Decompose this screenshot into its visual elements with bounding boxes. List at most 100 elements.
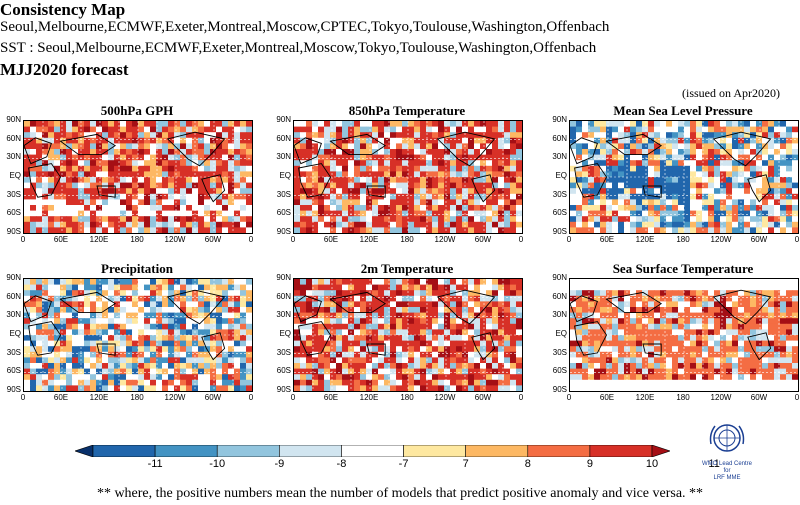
map-cell: [570, 379, 577, 386]
map-cell: [570, 126, 577, 133]
map-cell: [690, 193, 697, 200]
map-cell: [444, 279, 451, 286]
map-cell: [60, 357, 67, 364]
map-cell: [366, 143, 373, 150]
map-cell: [90, 351, 97, 358]
map-cell: [756, 379, 763, 386]
map-cell: [666, 385, 673, 391]
map-cell: [48, 216, 55, 223]
map-cell: [492, 351, 499, 358]
map-cell: [612, 205, 619, 212]
map-cell: [48, 137, 55, 144]
map-cell: [630, 121, 637, 128]
map-cell: [66, 323, 73, 330]
map-cell: [306, 379, 313, 386]
map-cell: [744, 301, 751, 308]
map-cell: [162, 329, 169, 336]
map-cell: [48, 374, 55, 381]
map-cell: [492, 318, 499, 325]
map-cell: [432, 329, 439, 336]
map-cell: [696, 193, 703, 200]
map-cell: [90, 284, 97, 291]
map-cell: [150, 329, 157, 336]
map-cell: [312, 199, 319, 206]
map-cell: [366, 284, 373, 291]
map-cell: [186, 137, 193, 144]
map-cell: [636, 126, 643, 133]
map-cell: [762, 290, 769, 297]
map-cell: [30, 318, 37, 325]
map-cell: [414, 329, 421, 336]
map-cell: [612, 379, 619, 386]
map-cell: [126, 227, 133, 233]
map-cell: [720, 165, 727, 172]
map-cell: [120, 301, 127, 308]
lat-tick-label: EQ: [279, 329, 291, 338]
map-cell: [690, 374, 697, 381]
map-cell: [438, 165, 445, 172]
map-cell: [156, 357, 163, 364]
map-cell: [210, 137, 217, 144]
map-cell: [66, 340, 73, 347]
map-cell: [696, 301, 703, 308]
map-cell: [96, 227, 103, 233]
map-cell: [498, 149, 505, 156]
map-cell: [510, 199, 517, 206]
map-cell: [210, 335, 217, 342]
map-cell: [702, 121, 709, 128]
map-cell: [696, 143, 703, 150]
map-cell: [216, 182, 223, 189]
map-cell: [426, 182, 433, 189]
map-cell: [384, 149, 391, 156]
map-cell: [324, 307, 331, 314]
colorbar-tick-label: 11: [708, 458, 720, 470]
map-cell: [642, 165, 649, 172]
map-cell: [96, 295, 103, 302]
map-cell: [618, 318, 625, 325]
map-cell: [726, 351, 733, 358]
map-cell: [384, 346, 391, 353]
map-cell: [516, 216, 522, 223]
map-cell: [156, 368, 163, 375]
map-cell: [102, 126, 109, 133]
map-cell: [24, 279, 31, 286]
map-cell: [384, 351, 391, 358]
map-cell: [342, 171, 349, 178]
map-cell: [624, 177, 631, 184]
map-cell: [180, 216, 187, 223]
map-cell: [504, 374, 511, 381]
lon-tick-label: 120W: [164, 393, 186, 402]
map-cell: [726, 177, 733, 184]
map-cell: [696, 351, 703, 358]
map-cell: [768, 329, 775, 336]
map-cell: [390, 351, 397, 358]
map-cell: [240, 182, 247, 189]
map-cell: [600, 301, 607, 308]
map-cell: [378, 284, 385, 291]
map-cell: [414, 126, 421, 133]
map-cell: [294, 290, 301, 297]
map-cell: [462, 374, 469, 381]
map-cell: [600, 307, 607, 314]
map-cell: [474, 160, 481, 167]
map-cell: [114, 132, 121, 139]
map-cell: [198, 368, 205, 375]
coastline: [201, 174, 226, 203]
map-cell: [72, 346, 79, 353]
map-cell: [486, 132, 493, 139]
map-cell: [774, 126, 781, 133]
map-cell: [192, 121, 199, 128]
map-cell: [294, 301, 301, 308]
map-cell: [426, 132, 433, 139]
map-cell: [132, 290, 139, 297]
map-cell: [690, 216, 697, 223]
map-cell: [618, 121, 625, 128]
map-cell: [366, 357, 373, 364]
map-cell: [504, 149, 511, 156]
map-cell: [756, 199, 763, 206]
map-cell: [24, 149, 31, 156]
map-cell: [60, 182, 67, 189]
map-cell: [708, 177, 715, 184]
map-cell: [324, 279, 331, 286]
map-cell: [510, 312, 517, 319]
